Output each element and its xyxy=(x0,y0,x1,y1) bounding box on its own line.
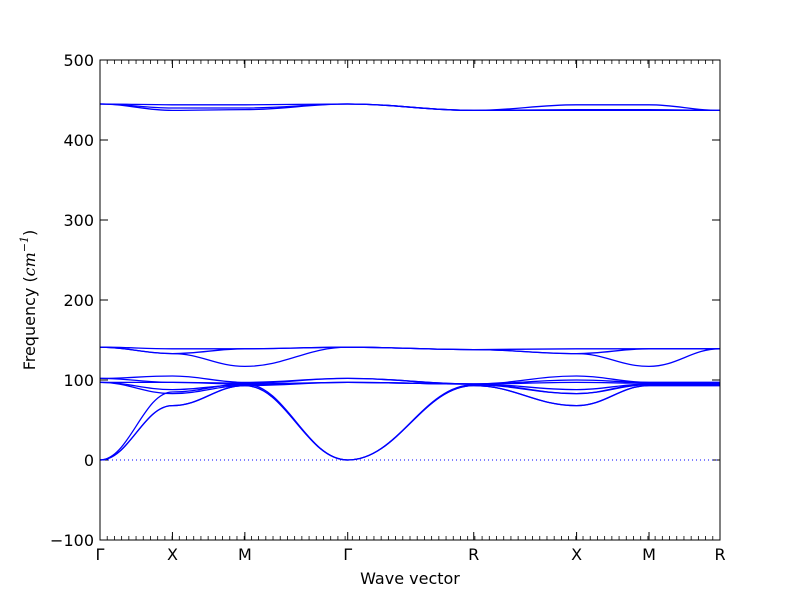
series-line-band-4 xyxy=(99,381,720,395)
tick-marks-layer xyxy=(99,59,721,541)
x-tick-label: Γ xyxy=(343,545,352,564)
y-tick-labels: −100 0 100 200 300 400 500 xyxy=(50,51,94,550)
x-tick-label: X xyxy=(571,545,582,564)
plot-frame xyxy=(99,59,721,541)
series-line-band-8 xyxy=(99,375,720,385)
y-tick-label: 500 xyxy=(63,51,94,70)
series-layer xyxy=(99,103,721,461)
y-tick-label: 100 xyxy=(63,371,94,390)
series-line-band-11 xyxy=(99,346,720,351)
x-tick-label: X xyxy=(167,545,178,564)
x-tick-label: M xyxy=(238,545,252,564)
series-line-band-14 xyxy=(99,103,721,112)
y-tick-label: 0 xyxy=(84,451,94,470)
y-axis-title: Frequency (cm−1) xyxy=(18,230,39,371)
x-tick-label: Γ xyxy=(96,545,105,564)
y-axis-title-exponent: −1 xyxy=(18,236,31,252)
y-tick-label: 400 xyxy=(63,131,94,150)
x-tick-label: M xyxy=(642,545,656,564)
y-tick-label: −100 xyxy=(50,531,94,550)
y-tick-label: 200 xyxy=(63,291,94,310)
y-tick-label: 300 xyxy=(63,211,94,230)
y-axis-title-unit: cm xyxy=(20,252,39,276)
x-tick-label: R xyxy=(468,545,479,564)
x-tick-label: R xyxy=(714,545,725,564)
x-axis-title: Wave vector xyxy=(360,569,460,588)
y-axis-title-prefix: Frequency ( xyxy=(20,276,39,370)
y-axis-title-suffix: ) xyxy=(20,230,39,236)
series-line-band-3 xyxy=(99,383,720,461)
